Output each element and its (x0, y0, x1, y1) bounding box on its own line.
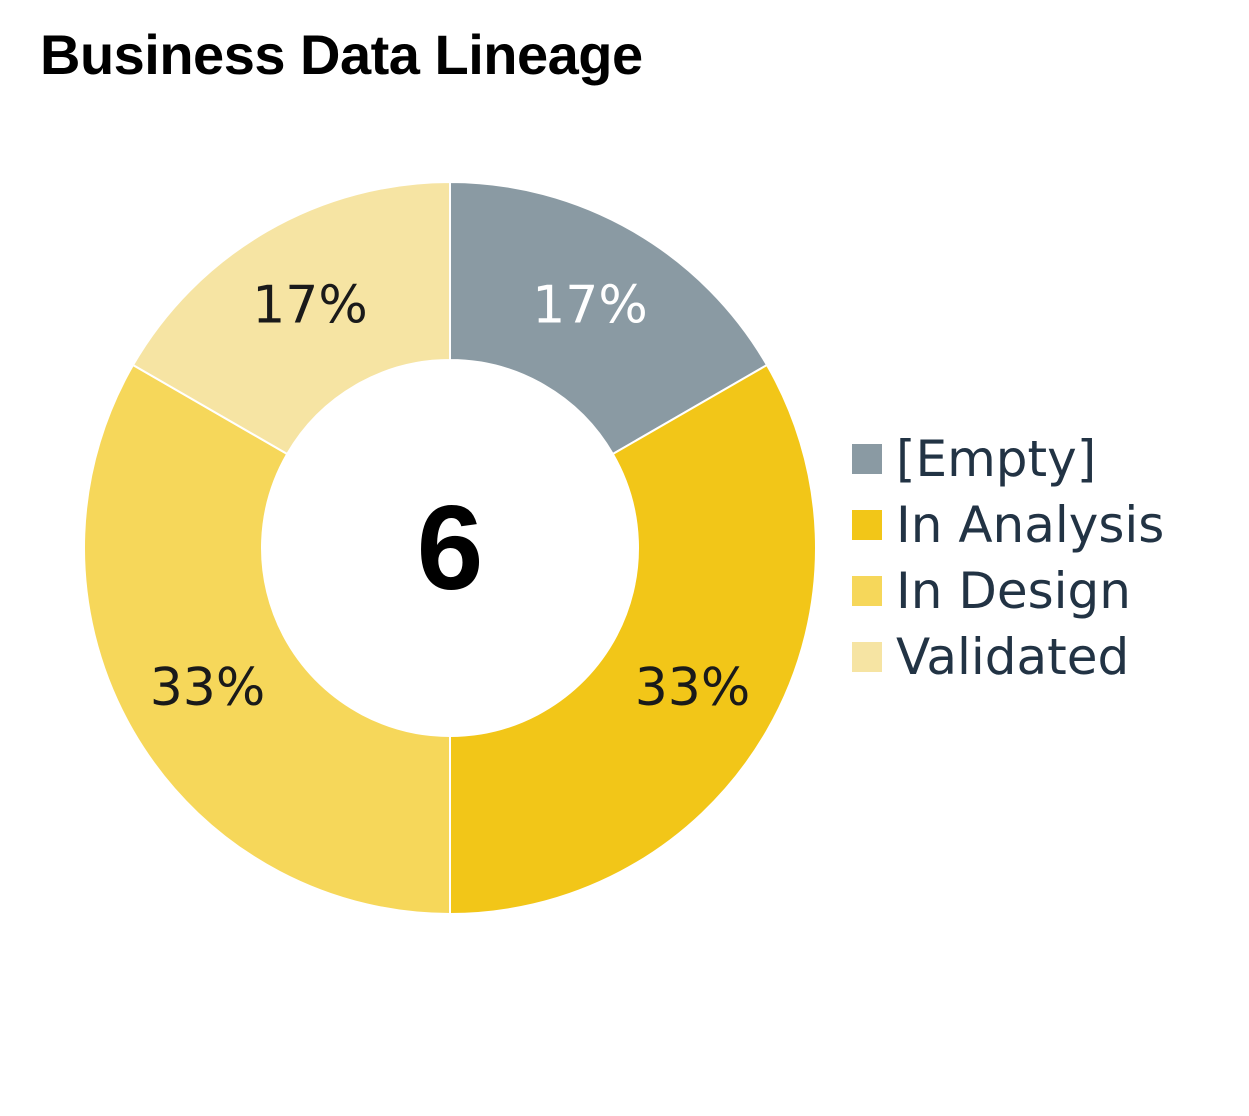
donut-slices (83, 180, 817, 916)
slice-percent-label: 17% (252, 276, 368, 336)
slice-percent-label: 17% (532, 276, 648, 336)
legend-swatch (852, 642, 882, 672)
legend-swatch (852, 510, 882, 540)
legend-item: In Analysis (852, 492, 1164, 558)
slice-percent-label: 33% (635, 658, 751, 718)
slice-in-analysis (449, 363, 817, 916)
legend-swatch (852, 444, 882, 474)
legend-label: [Empty] (896, 430, 1097, 488)
legend-item: [Empty] (852, 426, 1164, 492)
legend-label: In Analysis (896, 496, 1165, 554)
legend: [Empty] In Analysis In Design Validated (852, 426, 1164, 690)
chart-title: Business Data Lineage (40, 23, 643, 86)
slice-labels: 17% 33% 33% 17% (150, 276, 751, 718)
center-total: 6 (417, 481, 484, 615)
slice-empty (449, 180, 769, 456)
legend-swatch (852, 576, 882, 606)
legend-label: Validated (896, 628, 1130, 686)
slice-in-design (83, 363, 451, 916)
slice-percent-label: 33% (150, 658, 266, 718)
legend-item: In Design (852, 558, 1164, 624)
legend-item: Validated (852, 624, 1164, 690)
slice-validated (131, 180, 451, 456)
legend-label: In Design (896, 562, 1131, 620)
